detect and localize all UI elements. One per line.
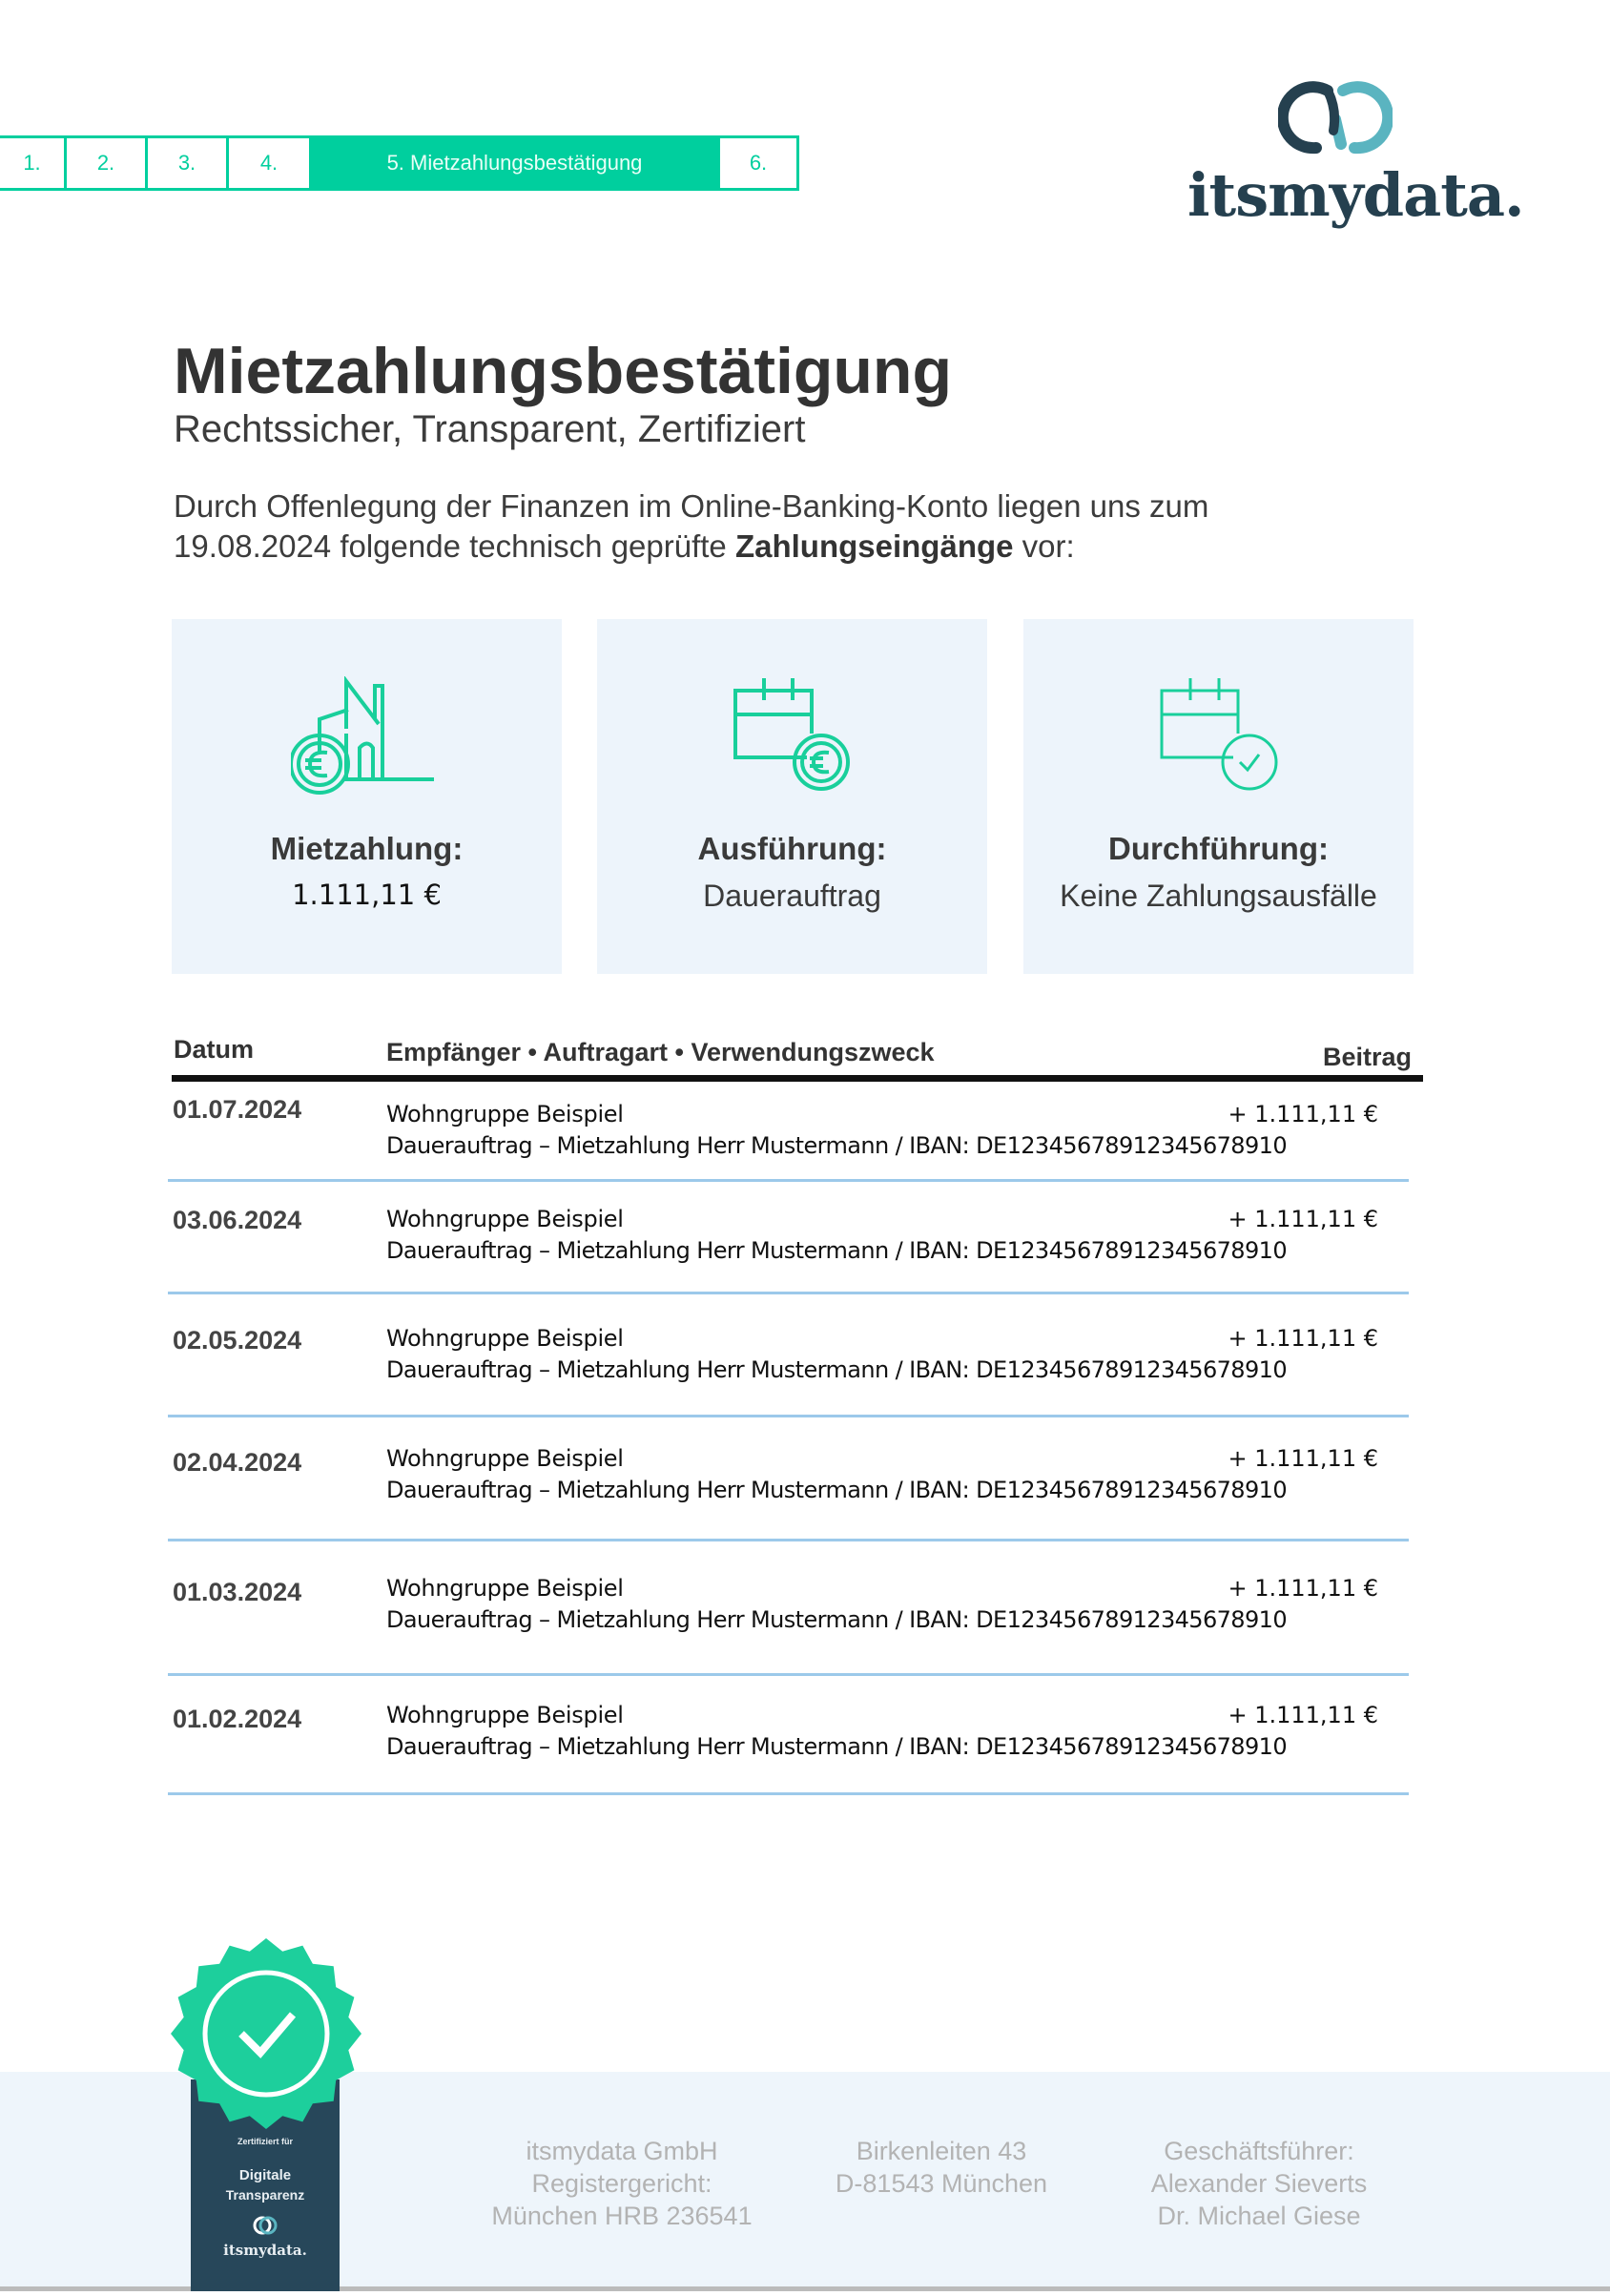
table-row: 01.07.2024 Wohngruppe Beispiel Dauerauft… <box>168 1082 1409 1182</box>
row-amount: + 1.111,11 € <box>1228 1445 1378 1472</box>
intro-bold: Zahlungseingänge <box>734 528 1014 564</box>
card-label: Mietzahlung: <box>270 831 464 866</box>
card-value: 1.111,11 € <box>292 879 442 911</box>
footer-line: München HRB 236541 <box>491 2202 753 2230</box>
intro-part: vor: <box>1013 528 1075 564</box>
badge-logo-icon <box>253 2216 278 2235</box>
footer-management: Geschäftsführer: Alexander Sieverts Dr. … <box>1151 2135 1368 2232</box>
footer-company: itsmydata GmbH Registergericht: München … <box>491 2135 752 2232</box>
footer-line: itsmydata GmbH <box>526 2137 718 2165</box>
step-6[interactable]: 6. <box>720 138 796 188</box>
card-value: Dauerauftrag <box>703 879 881 913</box>
calendar-check-icon <box>1160 678 1277 791</box>
row-date: 01.07.2024 <box>173 1095 302 1124</box>
card-fulfillment: Durchführung: Keine Zahlungsausfälle <box>1023 619 1414 974</box>
footer-line: Alexander Sieverts <box>1150 2169 1368 2198</box>
card-execution: Ausführung: Dauerauftrag <box>597 619 987 974</box>
logo-text: itsmydata. <box>1187 160 1525 230</box>
row-recipient: Wohngruppe Beispiel <box>386 1206 624 1232</box>
row-purpose: Dauerauftrag – Mietzahlung Herr Musterma… <box>386 1132 1288 1159</box>
row-recipient: Wohngruppe Beispiel <box>386 1445 624 1472</box>
footer-line: Birkenleiten 43 <box>856 2137 1027 2165</box>
row-date: 02.04.2024 <box>173 1448 302 1477</box>
footer-line: Registergericht: <box>531 2169 712 2198</box>
row-amount: + 1.111,11 € <box>1228 1702 1378 1728</box>
house-euro-icon <box>290 676 434 795</box>
row-recipient: Wohngruppe Beispiel <box>386 1101 624 1127</box>
seal-check-icon <box>171 1938 361 2129</box>
header-divider <box>172 1075 1423 1082</box>
row-recipient: Wohngruppe Beispiel <box>386 1325 624 1352</box>
card-rent-payment: Mietzahlung: 1.111,11 € <box>172 619 562 974</box>
logo-rings-icon <box>1278 81 1393 155</box>
step-4[interactable]: 4. <box>229 138 312 188</box>
row-amount: + 1.111,11 € <box>1228 1325 1378 1352</box>
row-recipient: Wohngruppe Beispiel <box>386 1575 624 1602</box>
column-header-date: Datum <box>174 1035 255 1064</box>
row-purpose: Dauerauftrag – Mietzahlung Herr Musterma… <box>386 1477 1288 1503</box>
step-3[interactable]: 3. <box>148 138 229 188</box>
row-amount: + 1.111,11 € <box>1228 1575 1378 1602</box>
table-row: 01.03.2024 Wohngruppe Beispiel Dauerauft… <box>168 1541 1409 1676</box>
table-row: 01.02.2024 Wohngruppe Beispiel Dauerauft… <box>168 1676 1409 1795</box>
row-purpose: Dauerauftrag – Mietzahlung Herr Musterma… <box>386 1237 1288 1264</box>
row-purpose: Dauerauftrag – Mietzahlung Herr Musterma… <box>386 1356 1288 1383</box>
intro-part: Durch Offenlegung der Finanzen im Online… <box>174 488 1209 564</box>
table-row: 02.05.2024 Wohngruppe Beispiel Dauerauft… <box>168 1294 1409 1417</box>
footer-address: Birkenleiten 43 D-81543 München <box>836 2135 1047 2200</box>
step-2[interactable]: 2. <box>67 138 148 188</box>
column-header-details: Empfänger • Auftragart • Verwendungszwec… <box>386 1038 935 1066</box>
row-date: 01.03.2024 <box>173 1578 302 1606</box>
seal-shape <box>171 1938 361 2129</box>
row-date: 03.06.2024 <box>173 1206 302 1234</box>
row-amount: + 1.111,11 € <box>1228 1206 1378 1232</box>
page-title: Mietzahlungsbestätigung <box>174 335 952 407</box>
column-header-amount: Beitrag <box>1322 1043 1412 1071</box>
badge-line: Digitale <box>238 2167 292 2183</box>
step-1[interactable]: 1. <box>0 138 67 188</box>
step-5-active[interactable]: 5. Mietzahlungsbestätigung <box>312 138 720 188</box>
row-purpose: Dauerauftrag – Mietzahlung Herr Musterma… <box>386 1733 1288 1760</box>
card-label: Durchführung: <box>1108 831 1329 866</box>
table-row: 03.06.2024 Wohngruppe Beispiel Dauerauft… <box>168 1182 1409 1294</box>
badge-line: Transparenz <box>225 2187 305 2203</box>
badge-small-text: Zertifiziert für <box>237 2137 293 2146</box>
table-row: 02.04.2024 Wohngruppe Beispiel Dauerauft… <box>168 1417 1409 1541</box>
row-amount: + 1.111,11 € <box>1228 1101 1378 1127</box>
row-recipient: Wohngruppe Beispiel <box>386 1702 624 1728</box>
row-date: 01.02.2024 <box>173 1705 302 1733</box>
badge-brand: itsmydata. <box>223 2242 307 2259</box>
footer-line: D-81543 München <box>835 2169 1048 2198</box>
calendar-euro-icon <box>733 678 850 791</box>
card-value: Keine Zahlungsausfälle <box>1060 879 1377 913</box>
intro-text: Durch Offenlegung der Finanzen im Online… <box>174 486 1318 567</box>
footer-line: Dr. Michael Giese <box>1157 2202 1361 2230</box>
page-subtitle: Rechtssicher, Transparent, Zertifiziert <box>174 408 806 450</box>
row-purpose: Dauerauftrag – Mietzahlung Herr Musterma… <box>386 1606 1288 1633</box>
card-label: Ausführung: <box>697 831 887 866</box>
row-date: 02.05.2024 <box>173 1326 302 1355</box>
progress-stepper: 1. 2. 3. 4. 5. Mietzahlungsbestätigung 6… <box>0 135 799 191</box>
footer-line: Geschäftsführer: <box>1164 2137 1354 2165</box>
